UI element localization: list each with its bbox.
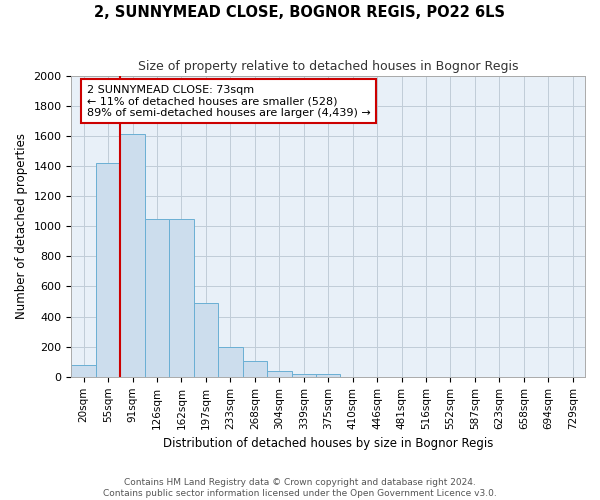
Bar: [169, 218, 194, 377]
Bar: [267, 371, 292, 377]
Text: Contains HM Land Registry data © Crown copyright and database right 2024.
Contai: Contains HM Land Registry data © Crown c…: [103, 478, 497, 498]
Title: Size of property relative to detached houses in Bognor Regis: Size of property relative to detached ho…: [138, 60, 518, 73]
Text: 2 SUNNYMEAD CLOSE: 73sqm
← 11% of detached houses are smaller (528)
89% of semi-: 2 SUNNYMEAD CLOSE: 73sqm ← 11% of detach…: [87, 84, 371, 118]
Bar: [242, 361, 267, 377]
Text: 2, SUNNYMEAD CLOSE, BOGNOR REGIS, PO22 6LS: 2, SUNNYMEAD CLOSE, BOGNOR REGIS, PO22 6…: [95, 5, 505, 20]
Bar: [71, 365, 96, 377]
Bar: [145, 218, 169, 377]
Bar: [218, 346, 242, 377]
Bar: [96, 163, 121, 377]
Bar: [121, 134, 145, 377]
X-axis label: Distribution of detached houses by size in Bognor Regis: Distribution of detached houses by size …: [163, 437, 493, 450]
Bar: [316, 374, 340, 377]
Y-axis label: Number of detached properties: Number of detached properties: [15, 133, 28, 319]
Bar: [292, 374, 316, 377]
Bar: [194, 303, 218, 377]
